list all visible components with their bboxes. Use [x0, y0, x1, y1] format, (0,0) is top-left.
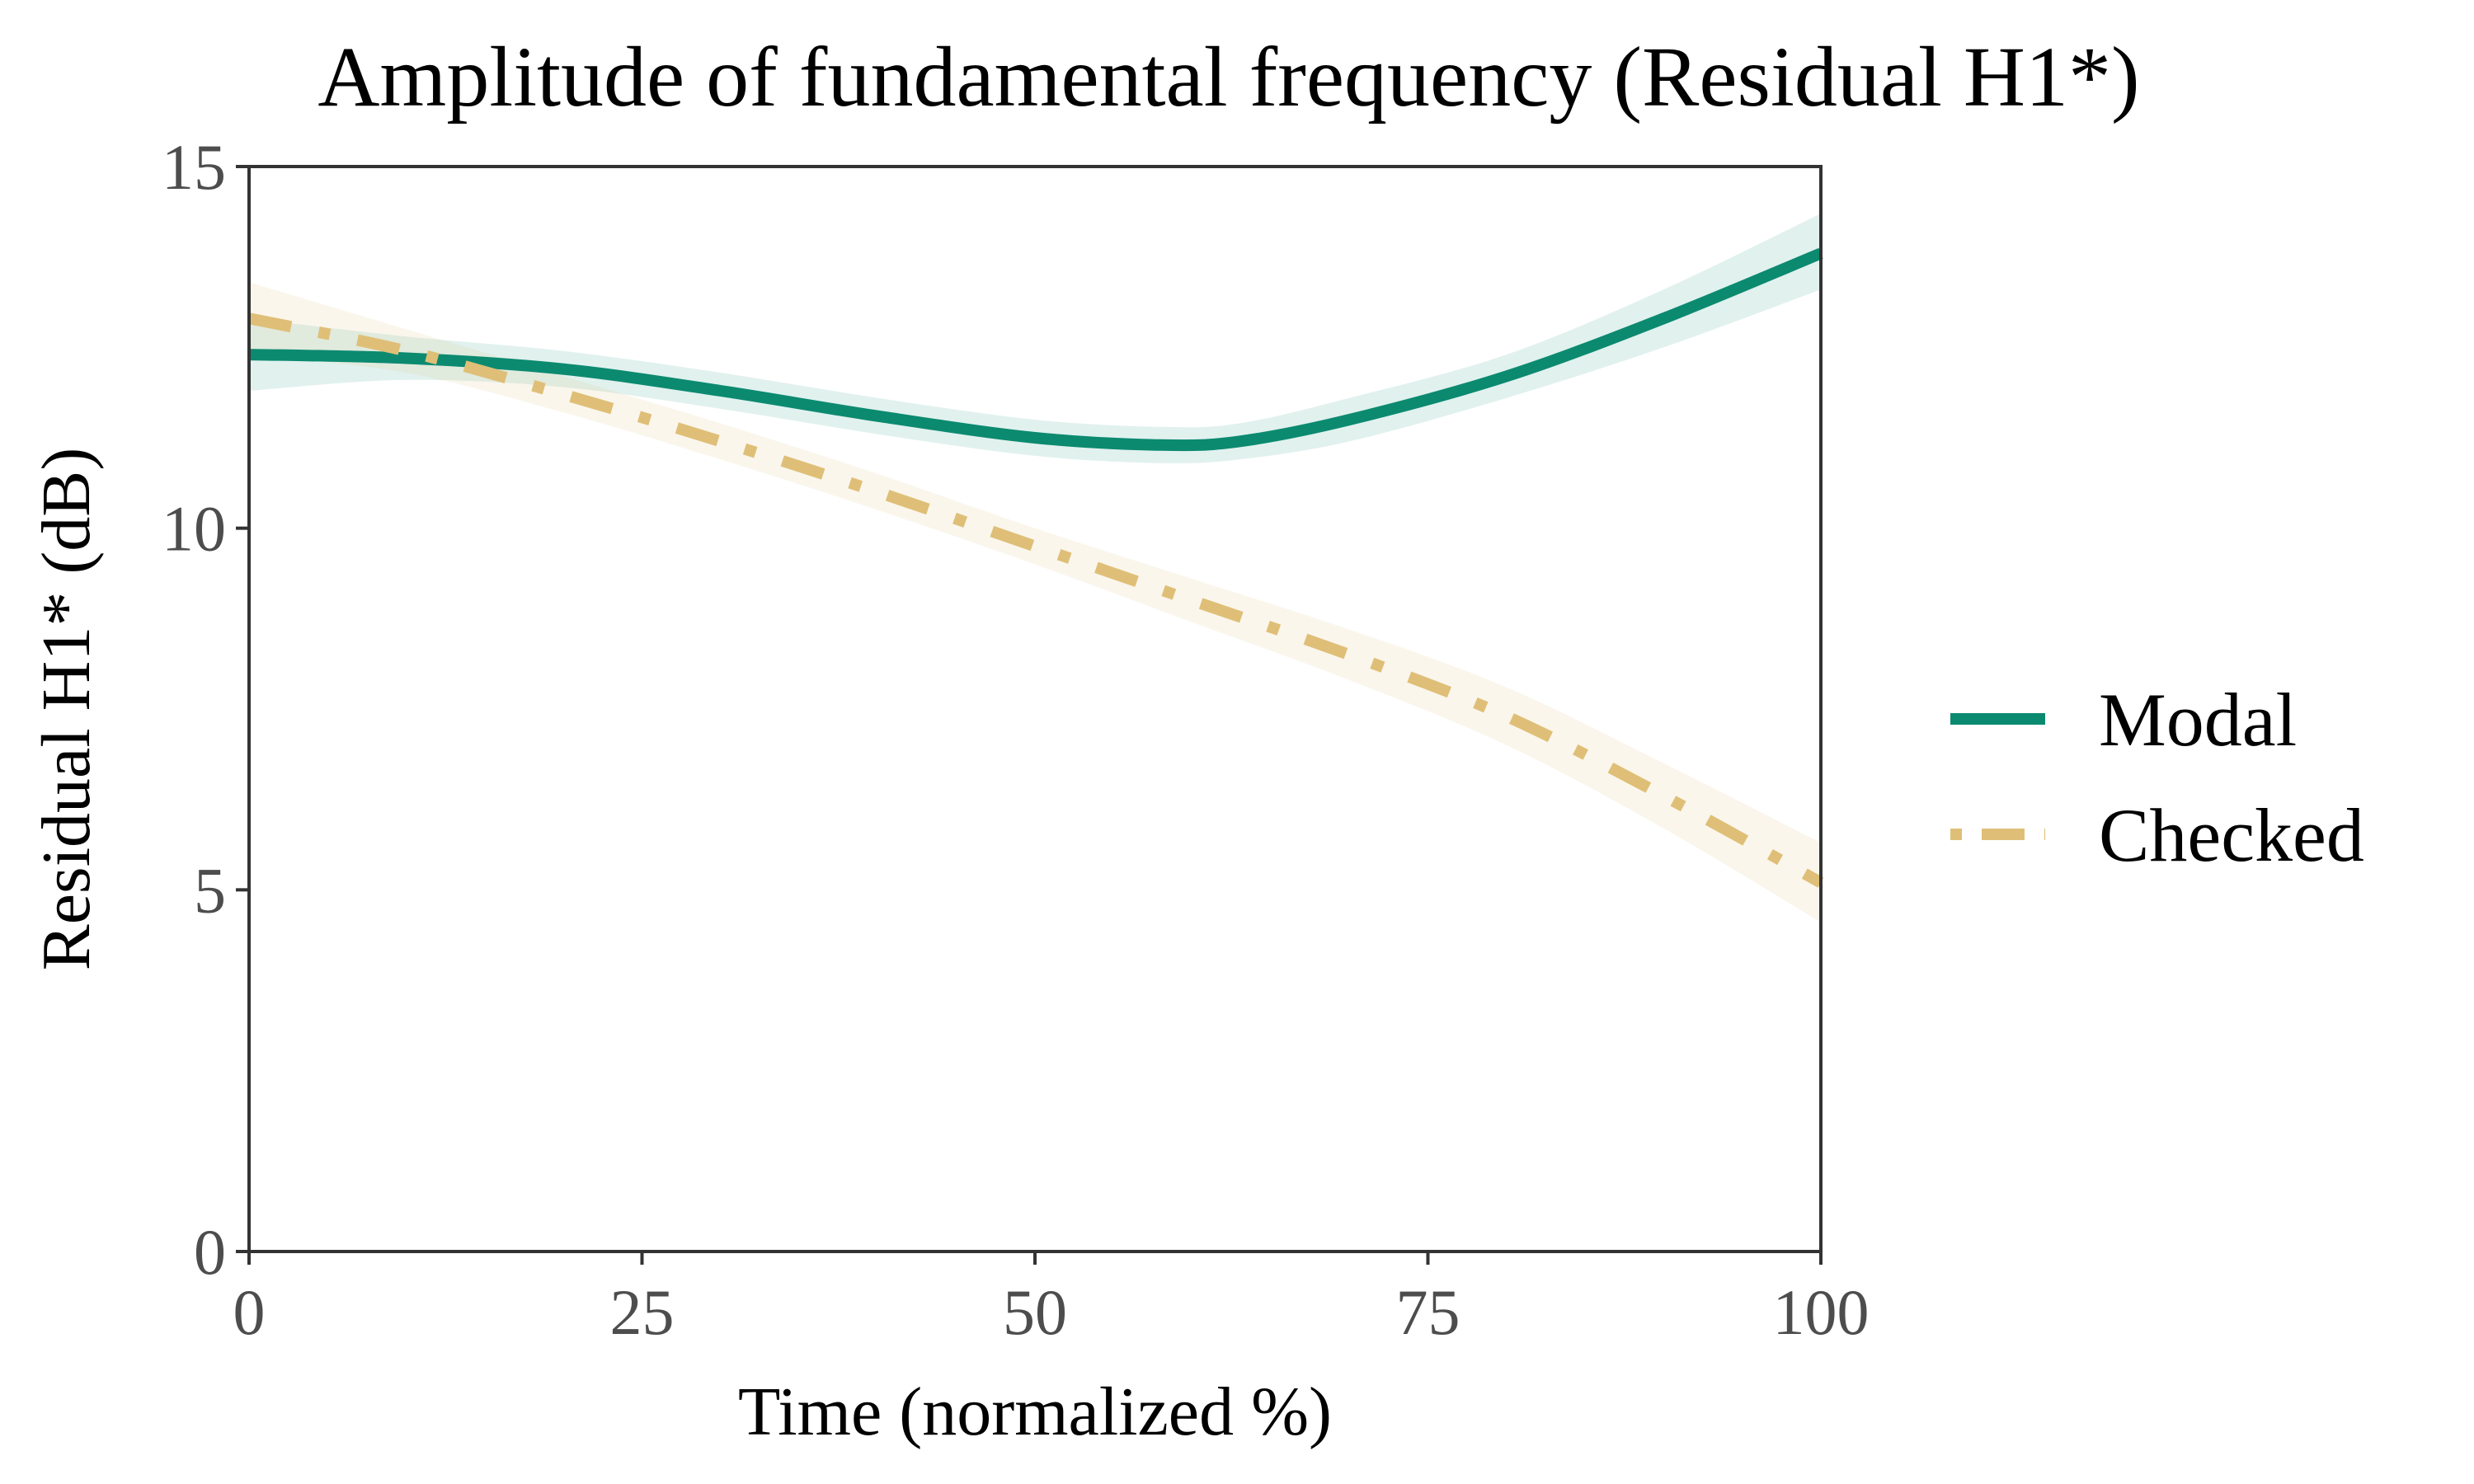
y-axis: 0 5 10 15 — [162, 131, 249, 1288]
legend: Modal Checked — [1950, 678, 2364, 877]
x-axis-title: Time (normalized %) — [738, 1374, 1332, 1450]
x-axis: 0 25 50 75 100 — [233, 1252, 1870, 1348]
series-line-checked — [247, 312, 1824, 888]
y-tick-label: 10 — [162, 493, 226, 565]
y-axis-title: Residual H1* (dB) — [28, 448, 105, 971]
chart-title: Amplitude of fundamental frequency (Resi… — [317, 30, 2139, 124]
x-tick-label: 100 — [1773, 1276, 1870, 1348]
legend-label-modal: Modal — [2099, 678, 2297, 762]
x-tick-label: 25 — [610, 1276, 675, 1348]
y-tick-label: 15 — [162, 131, 226, 203]
series-line-modal — [248, 247, 1823, 452]
y-tick-label: 0 — [194, 1216, 226, 1288]
ci-band-checked — [249, 282, 1821, 923]
confidence-bands — [249, 214, 1821, 923]
series-lines — [247, 247, 1824, 888]
ci-band-modal — [249, 214, 1821, 463]
y-tick-label: 5 — [194, 854, 226, 926]
x-tick-label: 0 — [233, 1276, 266, 1348]
legend-label-checked: Checked — [2099, 793, 2364, 877]
x-tick-label: 75 — [1396, 1276, 1460, 1348]
x-tick-label: 50 — [1003, 1276, 1067, 1348]
